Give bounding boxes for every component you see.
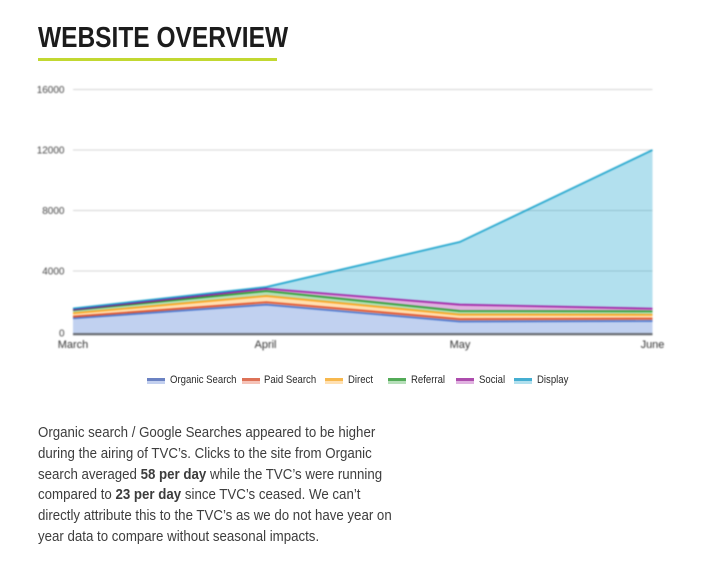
- svg-text:April: April: [254, 339, 276, 351]
- svg-text:12000: 12000: [37, 145, 65, 156]
- svg-text:March: March: [58, 339, 89, 351]
- svg-text:8000: 8000: [42, 206, 65, 217]
- svg-text:June: June: [641, 339, 665, 351]
- svg-text:May: May: [450, 339, 471, 351]
- svg-text:16000: 16000: [37, 85, 65, 96]
- svg-text:4000: 4000: [42, 266, 65, 277]
- svg-text:0: 0: [59, 329, 65, 340]
